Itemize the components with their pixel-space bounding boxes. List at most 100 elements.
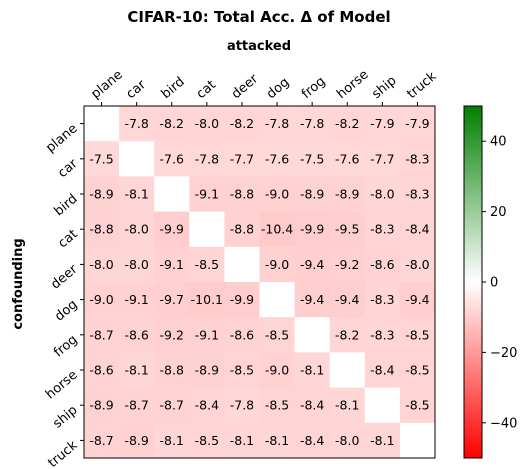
x-tick-label: cat <box>194 78 219 102</box>
cell-value-label: -9.4 <box>335 292 359 307</box>
cell-value-label: -8.6 <box>124 327 148 342</box>
heatmap-cell <box>364 317 401 353</box>
heatmap-cell <box>399 282 436 318</box>
heatmap-cell <box>189 317 225 353</box>
heatmap-cell <box>224 246 260 283</box>
heatmap-cell <box>119 141 155 177</box>
cell-value-label: -8.5 <box>230 363 254 378</box>
colorbar-ticks: 40 20 0 −20 −40 <box>482 135 517 431</box>
cell-value-label: -8.1 <box>370 433 394 448</box>
cell-value-label: -7.8 <box>195 151 219 166</box>
heatmap-cell <box>119 106 155 142</box>
cell-value-label: -8.4 <box>300 433 324 448</box>
heatmap-cell <box>399 387 436 424</box>
heatmap-cell <box>189 211 225 248</box>
heatmap-cell <box>259 352 295 388</box>
heatmap-cell <box>329 317 366 353</box>
x-tick-label: plane <box>88 67 125 102</box>
cell-value-label: -8.5 <box>195 433 219 448</box>
heatmap-cell <box>224 422 260 459</box>
cell-value-label: -8.3 <box>405 151 429 166</box>
x-tick-label: dog <box>264 75 292 102</box>
heatmap-cell <box>329 422 366 459</box>
heatmap-cell <box>329 352 366 388</box>
cell-value-label: -8.2 <box>230 116 254 131</box>
cell-value-label: -8.0 <box>124 257 148 272</box>
heatmap-cell <box>364 246 401 283</box>
heatmap-cell <box>224 352 260 388</box>
x-tick-label: truck <box>404 69 440 102</box>
heatmap-cell <box>399 352 436 388</box>
cell-value-label: -9.9 <box>160 222 184 237</box>
cell-value-label: -8.1 <box>160 433 184 448</box>
chart-title: CIFAR-10: Total Acc. Δ of Model <box>127 8 390 26</box>
colorbar-tick-label: −40 <box>490 416 517 431</box>
cell-value-label: -9.0 <box>265 187 289 202</box>
cell-value-label: -9.9 <box>230 292 254 307</box>
y-tick-label: car <box>55 156 81 181</box>
heatmap-cell <box>399 317 436 353</box>
heatmap-cell <box>84 387 120 424</box>
cell-value-label: -7.7 <box>370 151 394 166</box>
x-tick-label: deer <box>229 71 262 102</box>
cell-value-label: -8.9 <box>89 187 113 202</box>
heatmap-cell <box>84 352 120 388</box>
heatmap-cell <box>119 211 155 248</box>
cell-value-label: -8.1 <box>335 398 359 413</box>
heatmap-cell <box>119 246 155 283</box>
heatmap-cell <box>294 141 330 177</box>
cell-value-label: -8.9 <box>124 433 148 448</box>
heatmap-cell <box>224 176 260 212</box>
heatmap-cell <box>189 352 225 388</box>
heatmap-cell <box>119 352 155 388</box>
heatmap-cell <box>224 106 260 142</box>
cell-value-label: -9.1 <box>195 327 219 342</box>
cell-value-label: -7.8 <box>124 116 148 131</box>
y-tick-label: cat <box>55 227 80 251</box>
cell-value-label: -7.6 <box>160 151 184 166</box>
heatmap-cell <box>84 246 120 283</box>
cell-value-label: -8.1 <box>124 363 148 378</box>
heatmap-cell <box>259 106 295 142</box>
heatmap-cell <box>294 211 330 248</box>
cell-value-label: -9.7 <box>160 292 184 307</box>
y-tick-label: deer <box>48 262 81 293</box>
heatmap-cell <box>154 176 190 212</box>
heatmap-cells <box>84 106 436 459</box>
cell-value-label: -8.3 <box>370 292 394 307</box>
y-tick-label: bird <box>52 192 81 220</box>
heatmap-cell <box>154 141 190 177</box>
heatmap-cell <box>294 387 330 424</box>
x-tick-label: bird <box>159 74 188 102</box>
heatmap-cell <box>399 246 436 283</box>
heatmap-cell <box>399 211 436 248</box>
y-tick-label: plane <box>43 121 80 156</box>
heatmap-cell <box>364 422 401 459</box>
heatmap-cell <box>189 282 225 318</box>
cell-value-label: -7.9 <box>405 116 429 131</box>
cell-value-label: -9.2 <box>335 257 359 272</box>
cell-value-label: -9.4 <box>300 292 324 307</box>
heatmap-cell <box>84 176 120 212</box>
cell-value-label: -9.4 <box>300 257 324 272</box>
heatmap-cell <box>189 141 225 177</box>
cell-value-label: -9.1 <box>195 187 219 202</box>
heatmap-cell <box>364 352 401 388</box>
heatmap-cell <box>154 387 190 424</box>
heatmap-cell <box>154 246 190 283</box>
heatmap-cell <box>154 106 190 142</box>
heatmap-cell <box>259 246 295 283</box>
cell-value-label: -8.1 <box>124 187 148 202</box>
heatmap-cell <box>294 106 330 142</box>
cell-value-label: -7.8 <box>265 116 289 131</box>
cell-value-label: -8.1 <box>300 363 324 378</box>
cell-value-label: -8.9 <box>89 398 113 413</box>
cell-value-label: -7.8 <box>300 116 324 131</box>
heatmap-cell <box>259 211 295 248</box>
cell-value-label: -8.6 <box>89 363 113 378</box>
cell-value-label: -9.0 <box>265 257 289 272</box>
heatmap-cell <box>259 317 295 353</box>
cell-value-label: -7.5 <box>300 151 324 166</box>
